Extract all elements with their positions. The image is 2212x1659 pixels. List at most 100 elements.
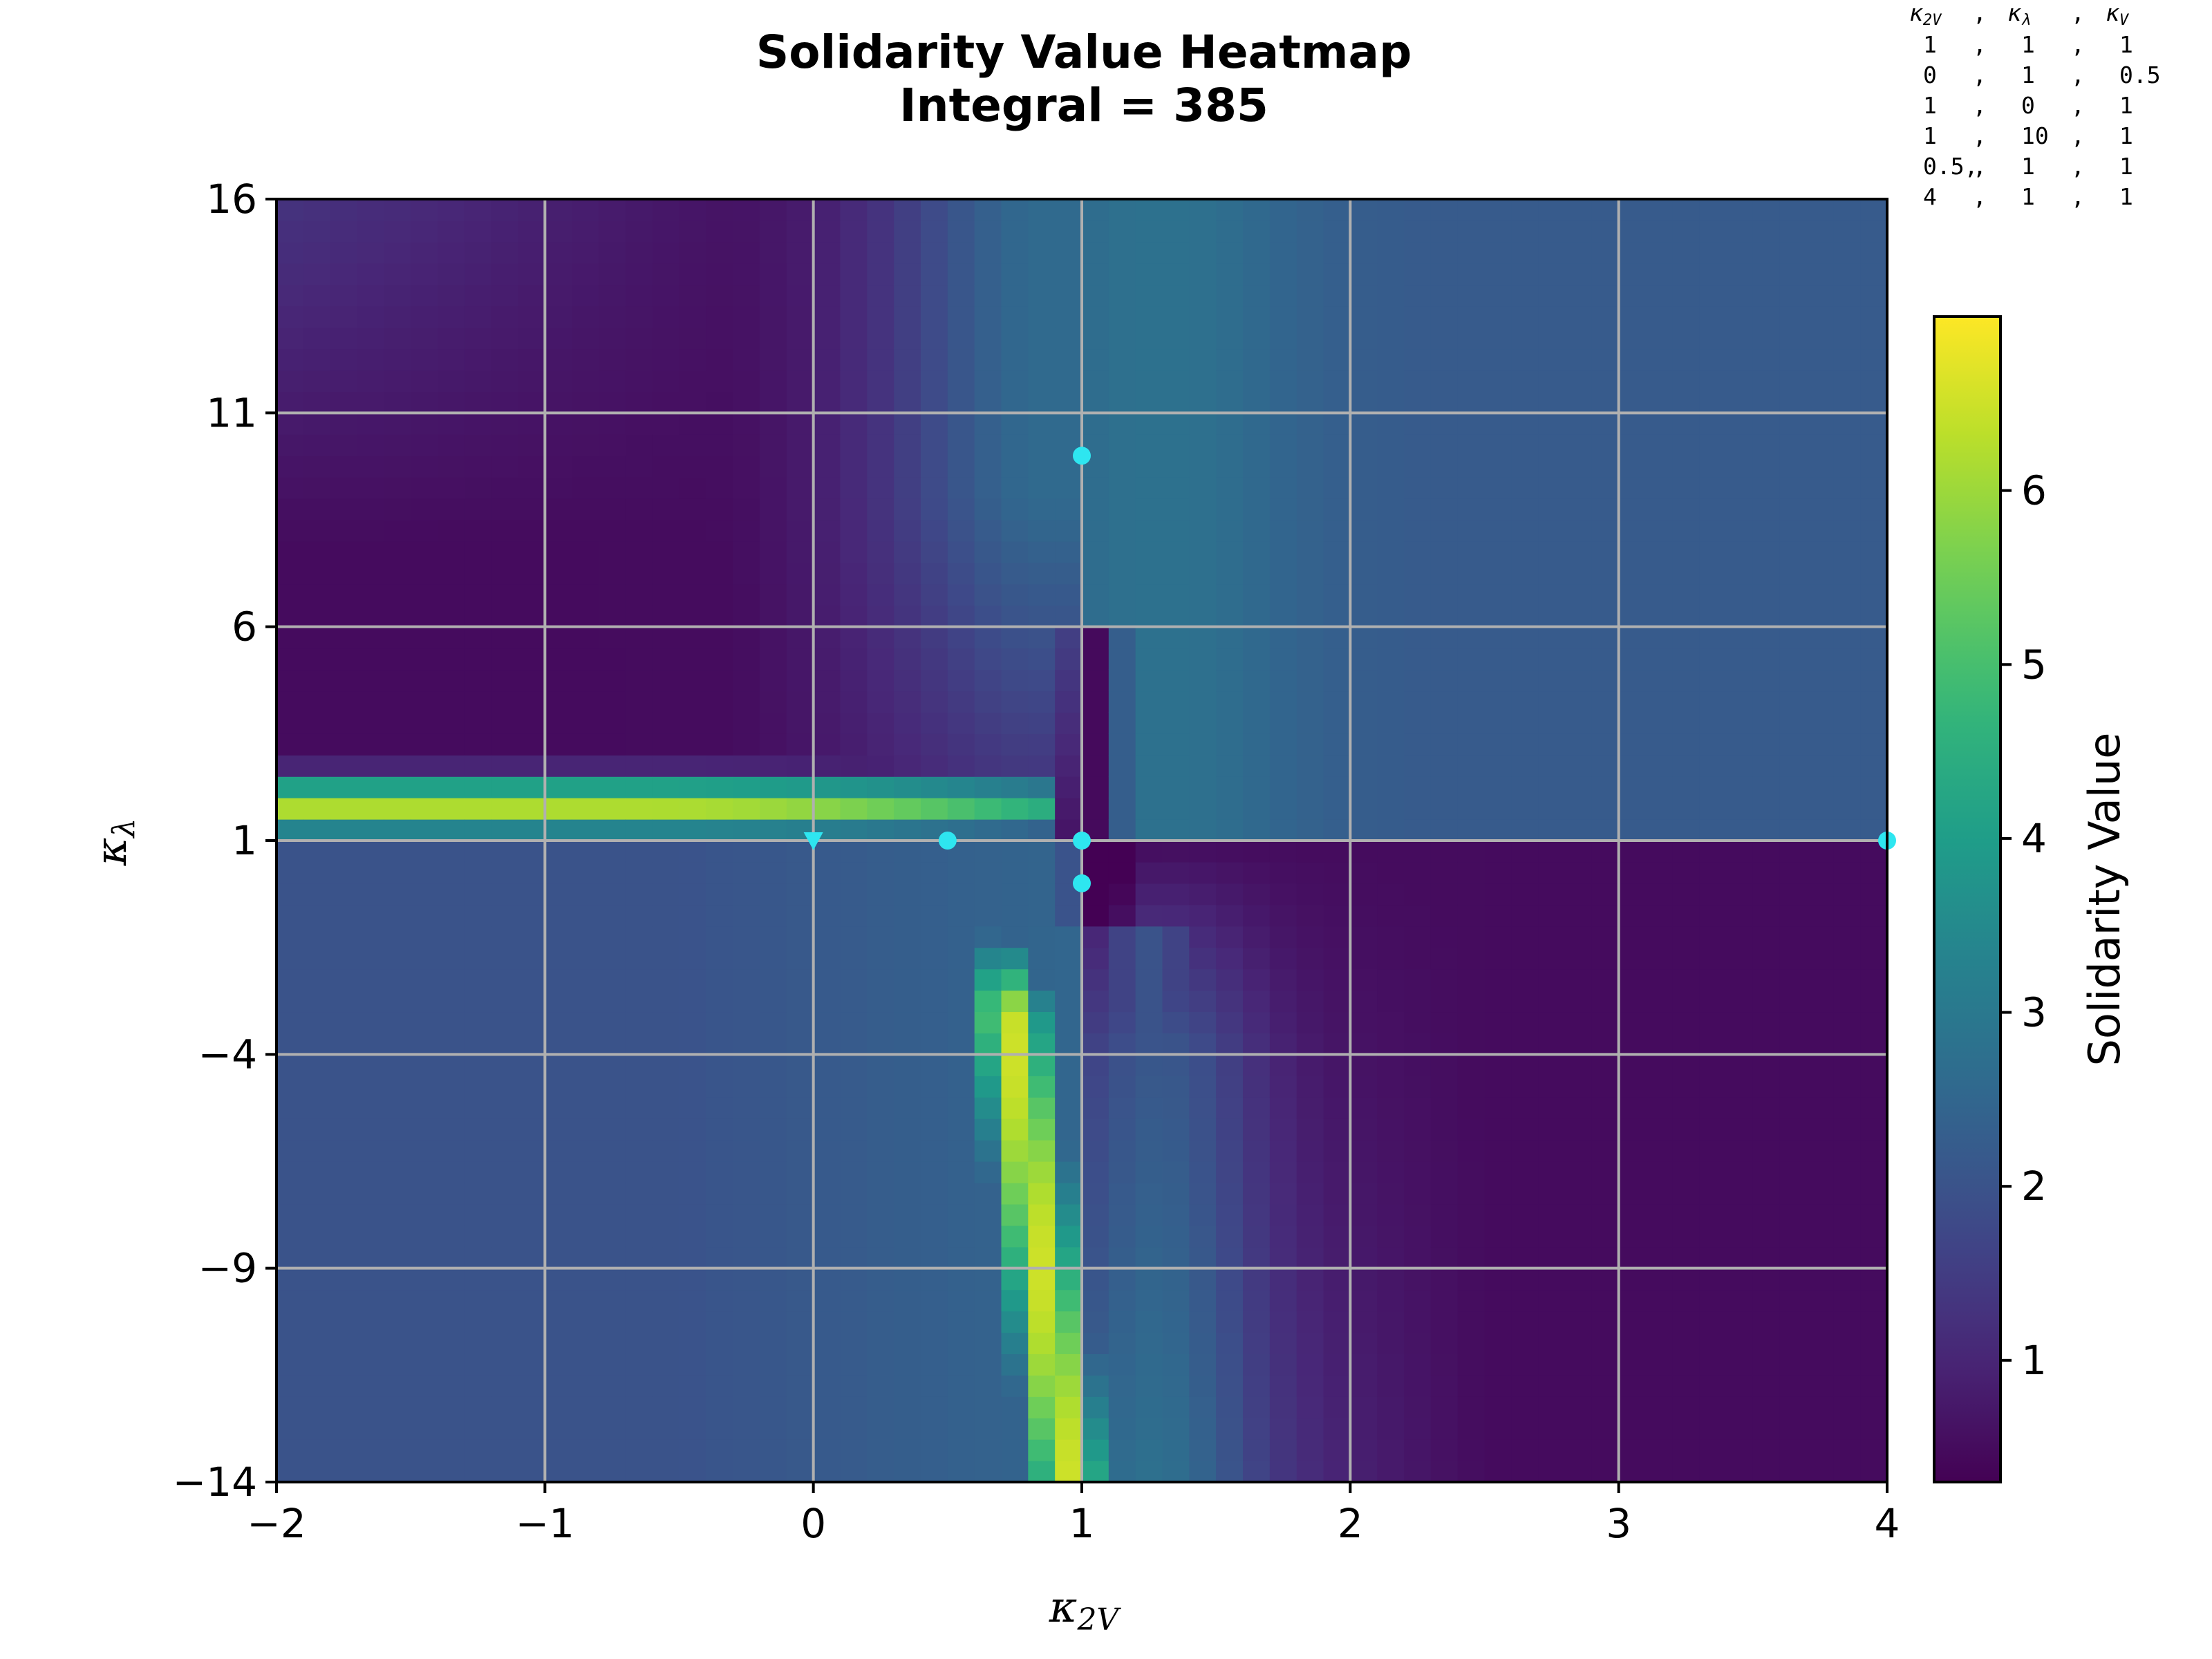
heatmap-cell [1269, 306, 1297, 328]
heatmap-cell [1377, 1418, 1405, 1440]
heatmap-cell [464, 1118, 492, 1141]
heatmap-cell [1752, 990, 1781, 1013]
heatmap-cell [411, 541, 438, 563]
heatmap-cell [1860, 883, 1888, 906]
heatmap-cell [1243, 327, 1271, 350]
heatmap-cell [303, 1161, 331, 1183]
heatmap-cell [1833, 327, 1861, 350]
heatmap-cell [1430, 712, 1459, 734]
heatmap-cell [464, 883, 492, 906]
heatmap-cell [572, 1268, 599, 1291]
heatmap-cell [921, 456, 948, 478]
heatmap-cell [1430, 241, 1459, 264]
heatmap-cell [1404, 306, 1432, 328]
heatmap-cell [1860, 220, 1888, 243]
heatmap-cell [1269, 968, 1297, 991]
heatmap-cell [1645, 1375, 1673, 1397]
heatmap-cell [491, 327, 519, 350]
heatmap-cell [1377, 1332, 1405, 1354]
heatmap-cell [357, 306, 384, 328]
heatmap-cell [1565, 1118, 1593, 1141]
heatmap-cell [1001, 1439, 1029, 1461]
heatmap-cell [1162, 968, 1190, 991]
heatmap-cell [840, 1461, 868, 1483]
heatmap-cell [303, 1396, 331, 1418]
heatmap-cell [1672, 1076, 1700, 1098]
heatmap-cell [625, 819, 653, 841]
heatmap-cell [1108, 712, 1136, 734]
heatmap-cell [1404, 413, 1432, 435]
heatmap-cell [599, 883, 626, 906]
heatmap-cell [518, 498, 545, 521]
heatmap-cell [1323, 1268, 1351, 1291]
heatmap-cell [1457, 626, 1485, 649]
heatmap-cell [303, 456, 331, 478]
heatmap-cell [599, 456, 626, 478]
heatmap-cell [1699, 1289, 1727, 1312]
heatmap-cell [733, 477, 760, 499]
heatmap-cell [1591, 669, 1620, 692]
heatmap-cell [1726, 520, 1754, 542]
heatmap-cell [1591, 413, 1620, 435]
heatmap-cell [1430, 413, 1459, 435]
heatmap-cell [545, 1461, 572, 1483]
heatmap-cell [679, 1439, 706, 1461]
heatmap-cell [1591, 1396, 1620, 1418]
heatmap-cell [1779, 883, 1808, 906]
heatmap-cell [1404, 1011, 1432, 1033]
heatmap-cell [1726, 1246, 1754, 1269]
heatmap-cell [1135, 968, 1163, 991]
heatmap-cell [1645, 669, 1673, 692]
heatmap-cell [1752, 883, 1781, 906]
heatmap-cell [438, 712, 465, 734]
heatmap-cell [357, 904, 384, 927]
heatmap-cell [625, 926, 653, 948]
heatmap-cell [625, 755, 653, 777]
heatmap-cell [1135, 1140, 1163, 1162]
heatmap-cell [706, 968, 733, 991]
heatmap-cell [599, 199, 626, 221]
heatmap-cell [1108, 370, 1136, 392]
heatmap-cell [733, 926, 760, 948]
heatmap-cell [974, 220, 1002, 243]
heatmap-cell [1001, 1289, 1029, 1312]
heatmap-cell [1806, 199, 1834, 221]
heatmap-cell [867, 1033, 894, 1055]
heatmap-cell [1591, 1353, 1620, 1376]
heatmap-cell [1028, 1140, 1056, 1162]
heatmap-cell [921, 1054, 948, 1076]
heatmap-cell [1726, 562, 1754, 585]
heatmap-cell [1216, 669, 1244, 692]
heatmap-cell [813, 648, 841, 671]
heatmap-cell [1457, 1353, 1485, 1376]
heatmap-cell [1296, 306, 1324, 328]
heatmap-cell [411, 220, 438, 243]
heatmap-cell [357, 1289, 384, 1312]
heatmap-cell [1135, 220, 1163, 243]
heatmap-cell [1833, 968, 1861, 991]
heatmap-cell [357, 498, 384, 521]
heatmap-cell [357, 434, 384, 456]
heatmap-cell [545, 1225, 572, 1248]
heatmap-cell [1645, 861, 1673, 884]
heatmap-cell [1216, 712, 1244, 734]
heatmap-cell [1565, 1054, 1593, 1076]
heatmap-cell [411, 456, 438, 478]
heatmap-cell [1404, 391, 1432, 413]
heatmap-cell [894, 1418, 921, 1440]
heatmap-cell [1269, 904, 1297, 927]
heatmap-cell [1726, 712, 1754, 734]
heatmap-cell [1001, 904, 1029, 927]
heatmap-cell [760, 1140, 787, 1162]
heatmap-cell [1404, 348, 1432, 371]
heatmap-cell [840, 241, 868, 264]
heatmap-cell [1404, 968, 1432, 991]
heatmap-cell [1779, 1203, 1808, 1226]
heatmap-cell [786, 199, 814, 221]
heatmap-cell [491, 541, 519, 563]
heatmap-cell [894, 327, 921, 350]
heatmap-cell [1806, 841, 1834, 863]
heatmap-cell [438, 669, 465, 692]
heatmap-cell [491, 648, 519, 671]
heatmap-cell [1779, 1353, 1808, 1376]
